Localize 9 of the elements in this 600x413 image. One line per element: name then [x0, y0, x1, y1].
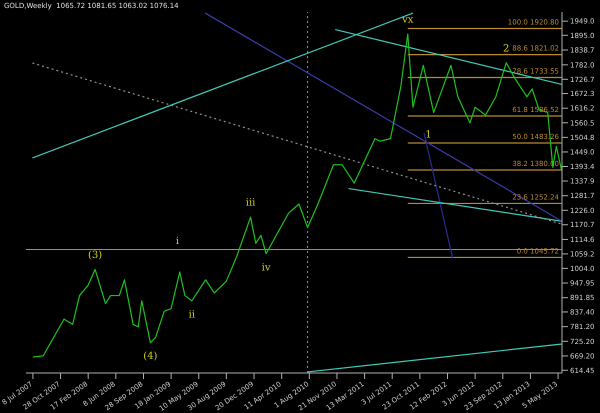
annotation: (3): [88, 250, 102, 261]
annotation: ii: [188, 309, 196, 320]
annotation: iv: [262, 262, 271, 274]
annotation: i: [176, 236, 180, 248]
annotation: iii: [246, 198, 256, 209]
annotation: 1: [425, 130, 432, 141]
annotation: 2: [503, 43, 510, 54]
annotation: vx: [401, 14, 414, 26]
annotation: (4): [143, 351, 158, 362]
